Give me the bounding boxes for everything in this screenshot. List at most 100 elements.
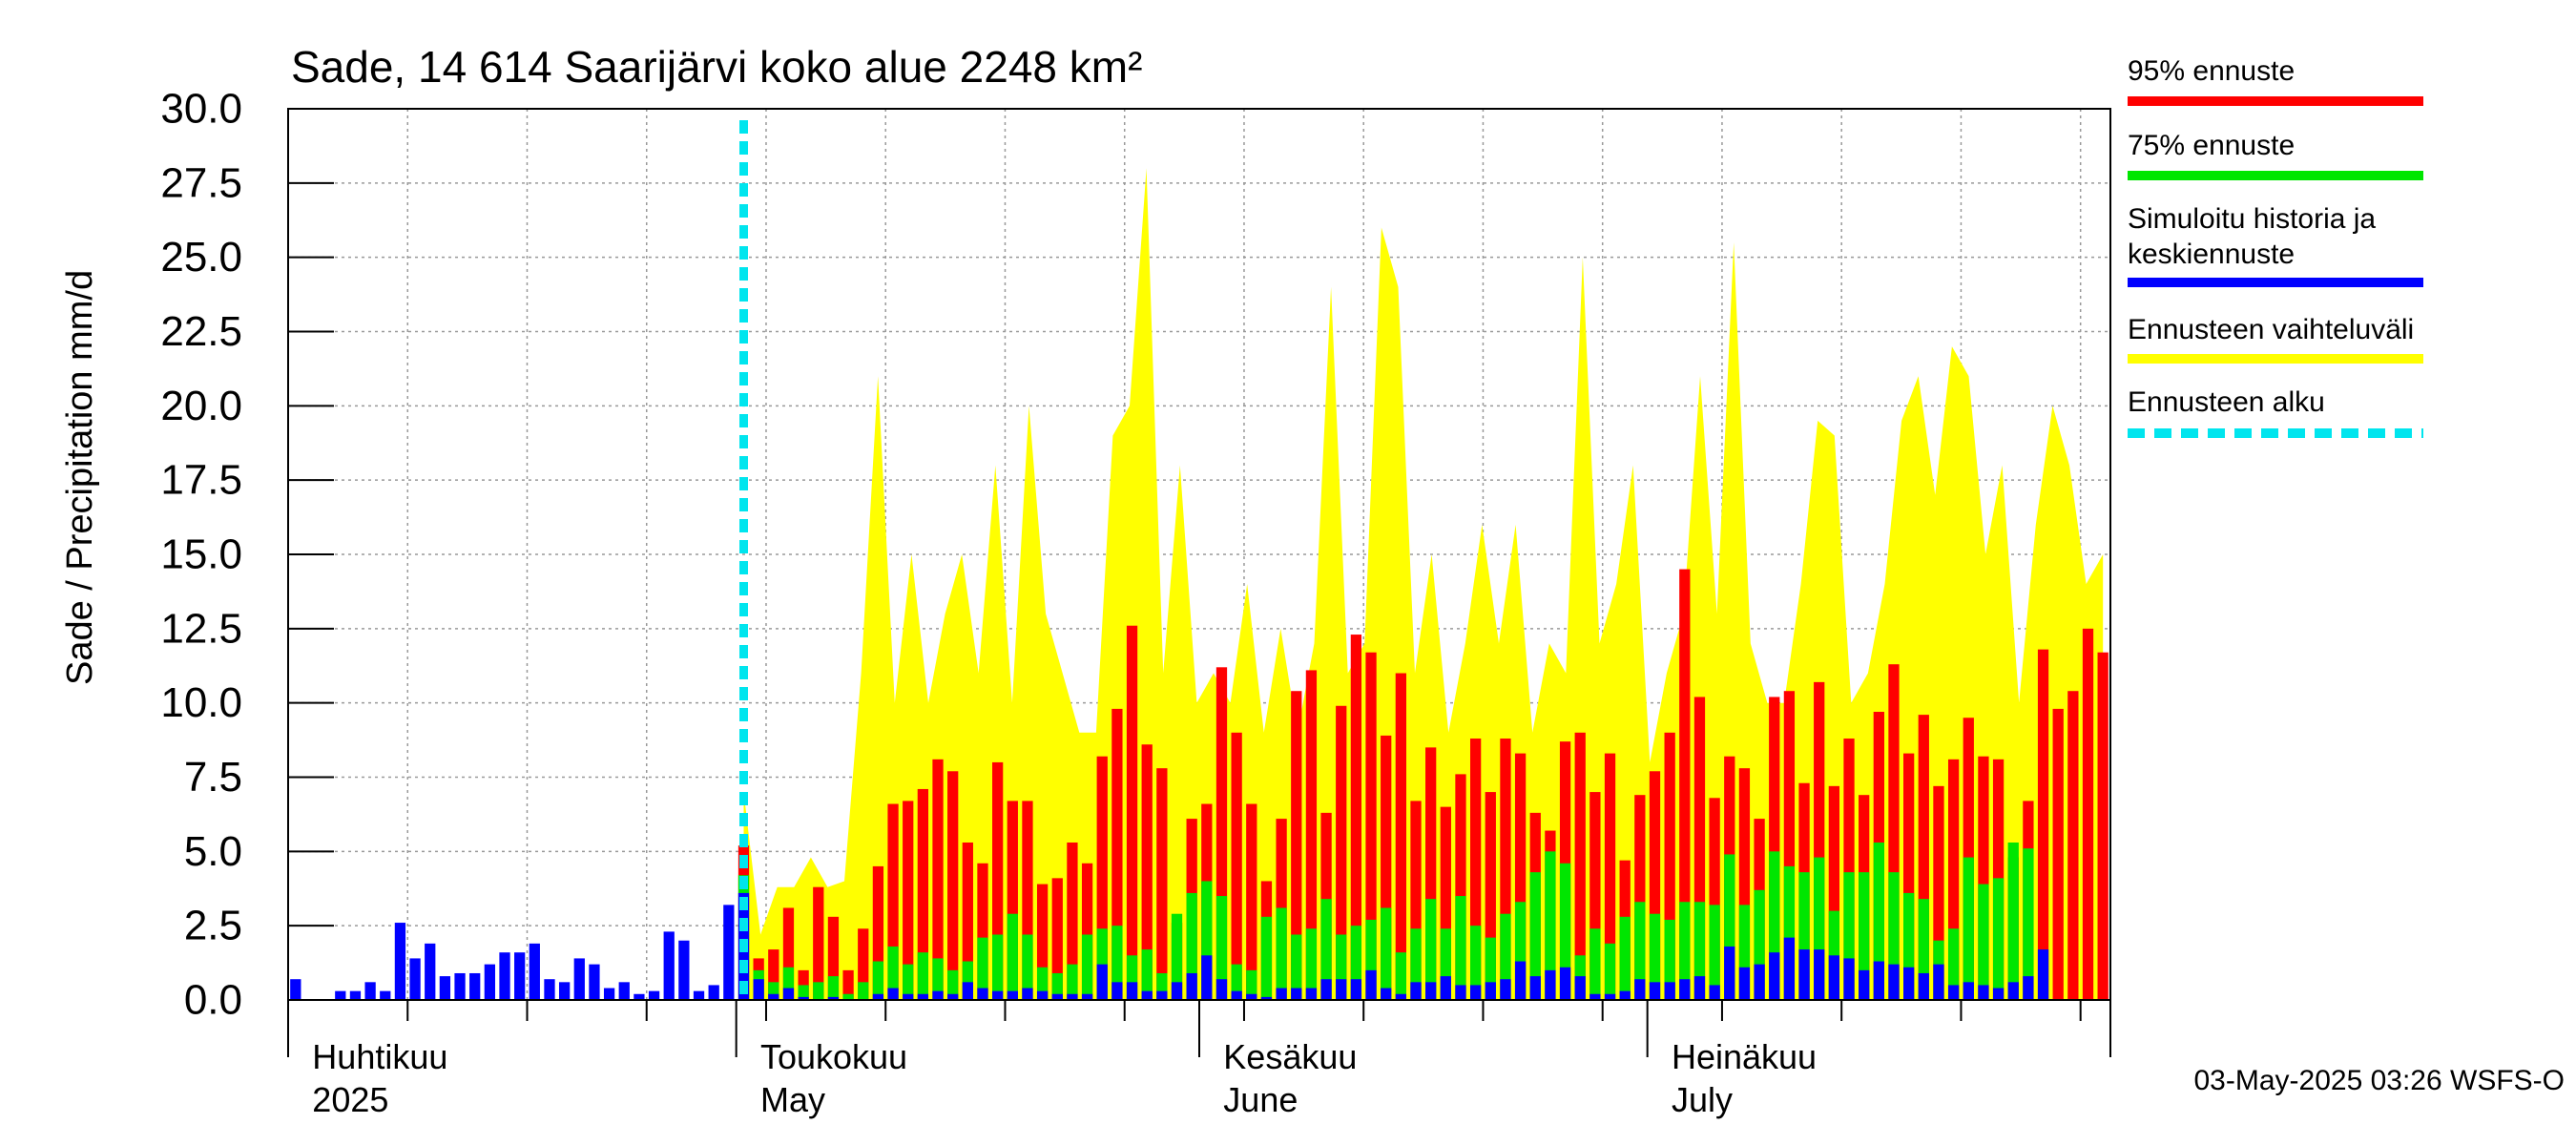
median-bar xyxy=(1350,979,1362,1000)
p95-bar xyxy=(1933,785,1944,1000)
chart-title: Sade, 14 614 Saarijärvi koko alue 2248 k… xyxy=(291,42,1142,92)
month-label-en: May xyxy=(760,1080,825,1119)
median-bar xyxy=(1992,988,2005,1000)
p75-bar xyxy=(1693,902,1706,1000)
p75-bar xyxy=(1619,916,1631,1000)
p95-bar xyxy=(1888,664,1900,1000)
p75-bar xyxy=(1291,934,1302,1000)
median-bar xyxy=(1171,982,1183,1000)
median-bar xyxy=(768,993,779,1000)
p75-bar xyxy=(1634,902,1646,1000)
p95-bar xyxy=(1679,569,1691,1000)
median-bar xyxy=(1798,949,1810,1000)
median-bar xyxy=(1693,976,1706,1000)
median-bar xyxy=(1156,990,1168,1000)
median-bar xyxy=(1036,990,1049,1000)
median-bar xyxy=(1141,990,1153,1000)
median-bar xyxy=(1186,972,1197,1000)
legend-label: Ennusteen vaihteluväli xyxy=(2128,314,2414,345)
p95-bar xyxy=(768,949,779,1000)
p75-bar xyxy=(1186,892,1197,1000)
median-bar xyxy=(1933,964,1944,1000)
p95-bar xyxy=(1574,732,1586,1000)
p95-bar xyxy=(1350,635,1362,1000)
median-bar xyxy=(1276,988,1287,1000)
p75-bar xyxy=(1036,967,1049,1000)
month-labels: Huhtikuu 2025 Toukokuu May Kesäkuu June Heinäk… xyxy=(312,1037,1817,1119)
p75-bar xyxy=(1859,872,1870,1000)
p75-bar xyxy=(1022,934,1033,1000)
median-bar xyxy=(1649,982,1661,1000)
median-bar xyxy=(903,993,914,1000)
median-bar xyxy=(1634,979,1646,1000)
history-bar xyxy=(558,982,571,1000)
median-bar xyxy=(1843,958,1855,1000)
median-bar xyxy=(932,990,944,1000)
median-bar xyxy=(1619,990,1631,1000)
median-bar xyxy=(2023,976,2034,1000)
p95-bar xyxy=(842,969,854,1000)
p95-bar xyxy=(1709,798,1720,1000)
p95-bar xyxy=(1410,801,1422,1000)
median-bar xyxy=(1485,982,1496,1000)
p75-bar xyxy=(1485,937,1496,1000)
p75-bar xyxy=(1201,881,1213,1000)
y-tick-label: 25.0 xyxy=(160,234,242,281)
p95-bar xyxy=(1500,739,1511,1000)
p75-bar xyxy=(1381,907,1392,1000)
history-bar xyxy=(290,979,301,1000)
p75-bar xyxy=(813,982,824,1000)
x-axis-ticks xyxy=(287,1000,2111,1057)
p75-bar xyxy=(903,964,914,1000)
median-bar xyxy=(1305,988,1318,1000)
p95-bar xyxy=(813,886,824,1000)
p75-bar xyxy=(1814,857,1825,1000)
p75-bar xyxy=(1141,949,1153,1000)
p95-bar xyxy=(1634,795,1646,1000)
p95-bar xyxy=(782,907,795,1000)
p95-bar xyxy=(1769,697,1780,1000)
p95-bar xyxy=(2052,708,2064,1000)
p75-bar xyxy=(2007,842,2019,1000)
median-bar xyxy=(1007,990,1018,1000)
p95-bar xyxy=(1649,771,1661,1000)
median-bar xyxy=(1709,985,1720,1000)
p95-bar xyxy=(2082,628,2094,1000)
median-bar xyxy=(1469,985,1482,1000)
p95-bar xyxy=(947,771,959,1000)
median-bar xyxy=(992,990,1004,1000)
y-tick-label: 22.5 xyxy=(160,308,242,355)
median-bar xyxy=(1888,964,1900,1000)
history-bar xyxy=(364,982,376,1000)
p95-bar xyxy=(1381,735,1392,1000)
history-bar xyxy=(573,958,585,1000)
median-bar xyxy=(1754,964,1765,1000)
y-tick-label: 0.0 xyxy=(184,977,242,1024)
p95-bar xyxy=(827,916,840,1000)
p95-bar xyxy=(1007,801,1018,1000)
p75-bar xyxy=(827,976,840,1000)
median-bar xyxy=(1963,982,1974,1000)
footer-timestamp: 03-May-2025 03:26 WSFS-O xyxy=(2194,1065,2566,1096)
p75-bar xyxy=(1081,934,1093,1000)
median-bar xyxy=(1559,967,1571,1000)
median-bar xyxy=(1604,993,1616,1000)
p95-bar xyxy=(977,863,988,1000)
p75-bar xyxy=(1679,902,1691,1000)
month-label-fi: Heinäkuu xyxy=(1672,1037,1817,1076)
month-label-en: 2025 xyxy=(312,1080,388,1119)
p75-bar xyxy=(932,958,944,1000)
p95-bar xyxy=(1918,715,1929,1000)
median-bar xyxy=(1514,961,1527,1000)
median-bar xyxy=(917,993,929,1000)
p95-bar xyxy=(1215,667,1228,1000)
history-bar xyxy=(499,952,510,1000)
p95-bar xyxy=(1693,697,1706,1000)
p75-bar xyxy=(1455,896,1466,1000)
median-bar xyxy=(1783,937,1796,1000)
p95-bar xyxy=(2067,691,2079,1000)
p75-bar xyxy=(1664,919,1675,1000)
p95-bar xyxy=(1081,863,1093,1000)
median-bar xyxy=(1814,949,1825,1000)
